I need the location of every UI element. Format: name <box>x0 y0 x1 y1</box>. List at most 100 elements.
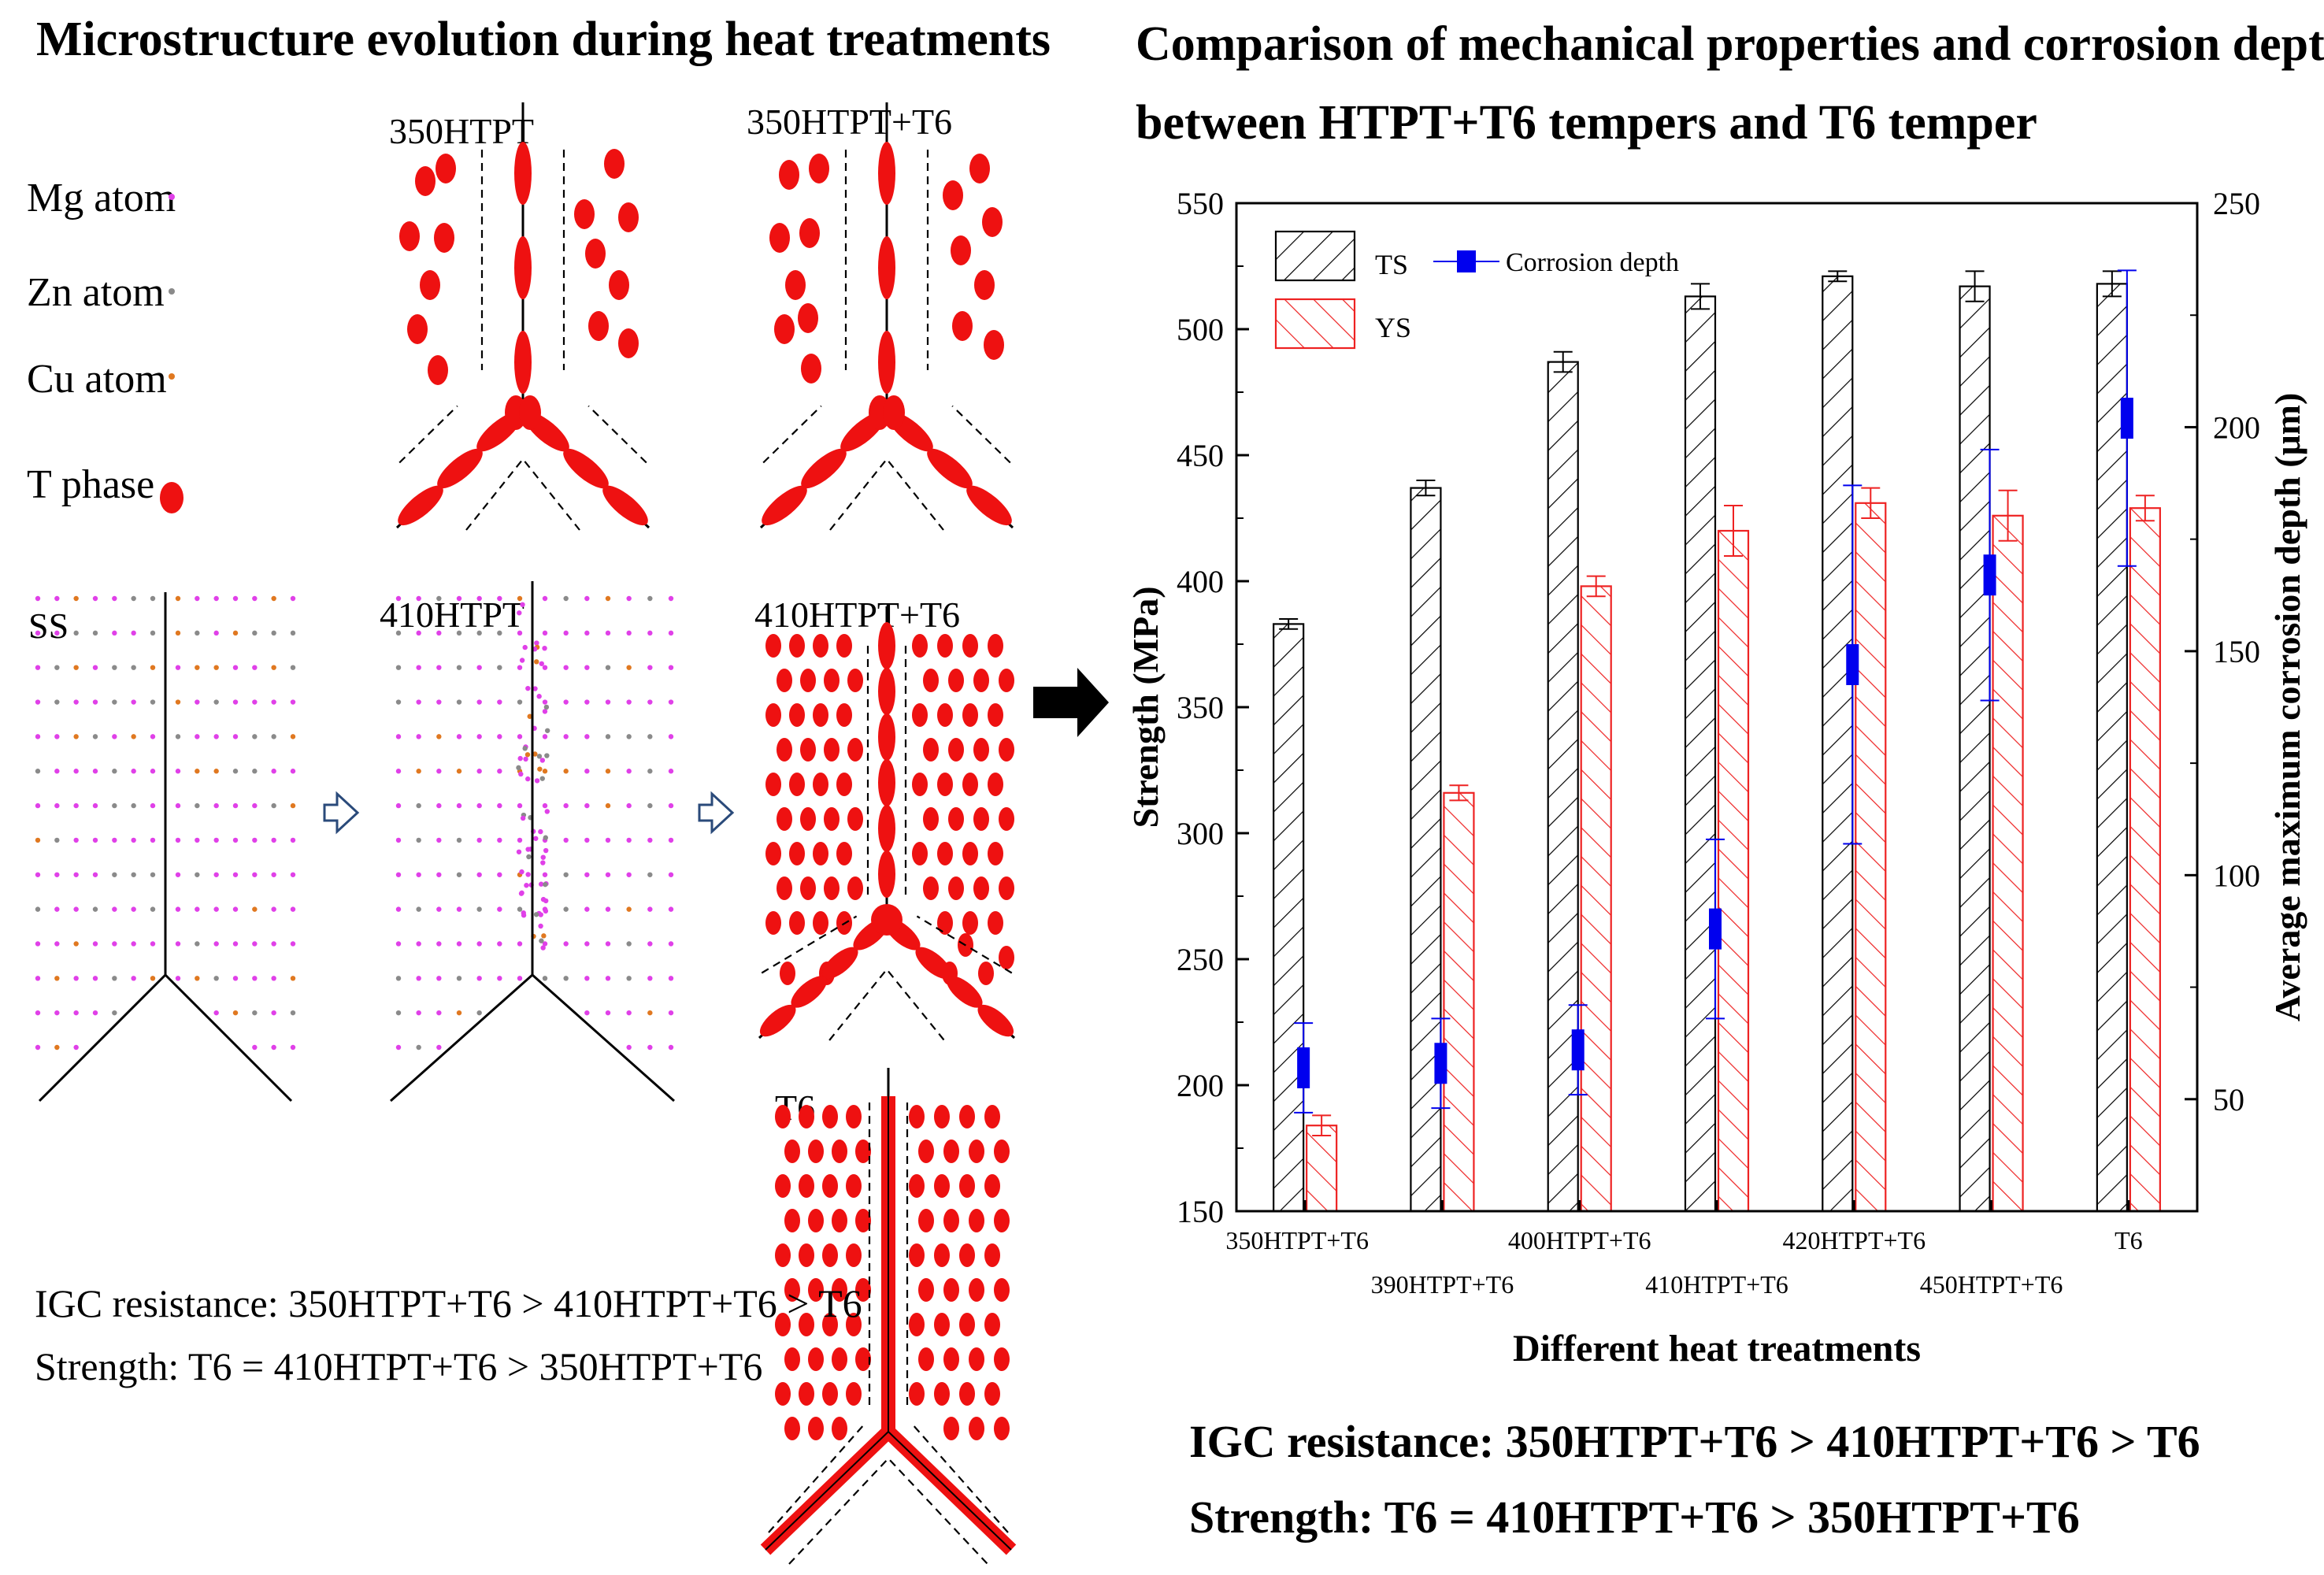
mg-atom <box>395 595 402 602</box>
mg-atom <box>626 872 632 877</box>
mg-atom <box>131 630 136 636</box>
zn-atom <box>543 881 548 888</box>
t-phase-precipitate <box>855 1347 871 1371</box>
y-axis-label: Strength (MPa) <box>1125 586 1166 828</box>
pfz-boundary <box>587 405 647 464</box>
t-phase-precipitate <box>999 738 1014 762</box>
t-phase-precipitate <box>847 738 863 762</box>
zn-atom <box>522 746 528 751</box>
mg-atom <box>54 872 60 877</box>
t-phase-precipitate <box>994 1417 1010 1440</box>
mg-atom <box>517 941 523 947</box>
mg-atom <box>668 976 674 981</box>
state-label-350htpt-t6: 350HTPT+T6 <box>747 102 952 142</box>
mg-atom <box>605 906 611 912</box>
process-arrow-2 <box>698 791 735 835</box>
mg-atom <box>213 872 219 877</box>
t-phase-precipitate <box>969 1278 984 1302</box>
mg-atom <box>150 941 156 947</box>
mg-atom <box>290 699 296 705</box>
zn-atom <box>150 699 156 705</box>
ts-bar <box>1684 295 1717 1213</box>
t-phase-precipitate <box>563 448 609 489</box>
left-summary-igc: IGC resistance: 350HTPT+T6 > 410HTPT+T6 … <box>35 1281 862 1325</box>
t-phase-precipitate <box>800 807 816 831</box>
mg-atom <box>395 837 402 843</box>
mg-atom <box>647 1044 653 1051</box>
y-right-axis-label: Average maximum corrosion depth (μm) <box>2267 393 2307 1022</box>
mg-atom <box>232 734 239 739</box>
t-phase-precipitate <box>969 1140 984 1163</box>
mg-atom <box>213 630 219 636</box>
mg-atom <box>540 896 547 902</box>
zn-atom <box>395 976 402 981</box>
t-phase-precipitate <box>822 1382 838 1406</box>
t-phase-precipitate <box>959 1243 975 1267</box>
zn-atom <box>290 630 296 636</box>
mg-atom <box>175 906 181 912</box>
t-phase-precipitate <box>813 773 828 796</box>
mg-atom <box>626 802 632 809</box>
zn-atom <box>647 595 653 602</box>
cu-atom <box>290 976 296 981</box>
t-phase-precipitate <box>808 1278 824 1302</box>
t-phase-precipitate <box>808 1417 824 1440</box>
mg-atom <box>497 802 502 809</box>
mg-atom <box>395 769 402 774</box>
t-phase-precipitate <box>999 669 1014 692</box>
mg-atom <box>517 755 523 762</box>
mg-atom <box>497 872 502 877</box>
t-phase-precipitate <box>799 1313 814 1336</box>
y-tick-label: 150 <box>1177 1194 1224 1229</box>
mg-atom <box>112 595 117 602</box>
mg-atom <box>497 595 502 602</box>
right-summary-strength: Strength: T6 = 410HTPT+T6 > 350HTPT+T6 <box>1189 1492 2080 1543</box>
t-phase-precipitate <box>973 669 989 692</box>
corrosion-depth-marker <box>1571 1029 1585 1071</box>
mg-atom <box>626 1044 632 1051</box>
corrosion-depth-marker <box>1983 554 1996 596</box>
t-phase-precipitate <box>951 235 971 265</box>
t-phase-precipitate <box>937 842 953 865</box>
mg-atom <box>436 630 442 636</box>
t-phase-precipitate <box>801 448 847 489</box>
t-phase-precipitate <box>799 218 820 248</box>
mg-atom <box>542 595 548 602</box>
mg-atom <box>195 699 200 705</box>
mg-atom <box>150 837 156 843</box>
zn-atom <box>271 630 276 636</box>
mg-atom <box>232 699 239 705</box>
zn-atom <box>252 769 258 774</box>
right-summary-igc: IGC resistance: 350HTPT+T6 > 410HTPT+T6 … <box>1189 1416 2200 1467</box>
mg-atom <box>54 906 60 912</box>
t-phase-precipitate <box>769 223 790 253</box>
mg-atom <box>584 734 590 739</box>
mg-atom <box>73 1010 79 1016</box>
zn-atom <box>543 835 548 840</box>
mg-atom <box>605 941 611 947</box>
process-arrow-1 <box>323 791 360 835</box>
mg-atom <box>213 802 219 809</box>
zn-atom <box>539 938 544 943</box>
mg-atom <box>497 769 502 774</box>
t-phase-precipitate <box>813 911 828 935</box>
t-phase-precipitate <box>407 314 428 344</box>
zn-atom <box>517 699 523 705</box>
mg-atom <box>35 1044 41 1051</box>
zn-atom <box>626 976 632 981</box>
zn-atom <box>175 734 181 739</box>
cu-atom <box>456 1010 462 1016</box>
mg-atom <box>232 595 239 602</box>
t-phase-precipitate <box>918 1209 934 1232</box>
t-phase-precipitate <box>943 180 963 210</box>
mg-atom <box>252 802 258 809</box>
mg-atom <box>92 1010 98 1016</box>
t-phase-precipitate <box>959 1382 975 1406</box>
zn-atom <box>54 665 60 670</box>
t-phase-precipitate <box>789 634 805 658</box>
zn-atom <box>647 769 653 774</box>
zn-atom <box>476 906 482 912</box>
mg-atom <box>563 665 569 670</box>
mg-atom <box>395 802 402 809</box>
t-phase-precipitate <box>618 202 639 232</box>
